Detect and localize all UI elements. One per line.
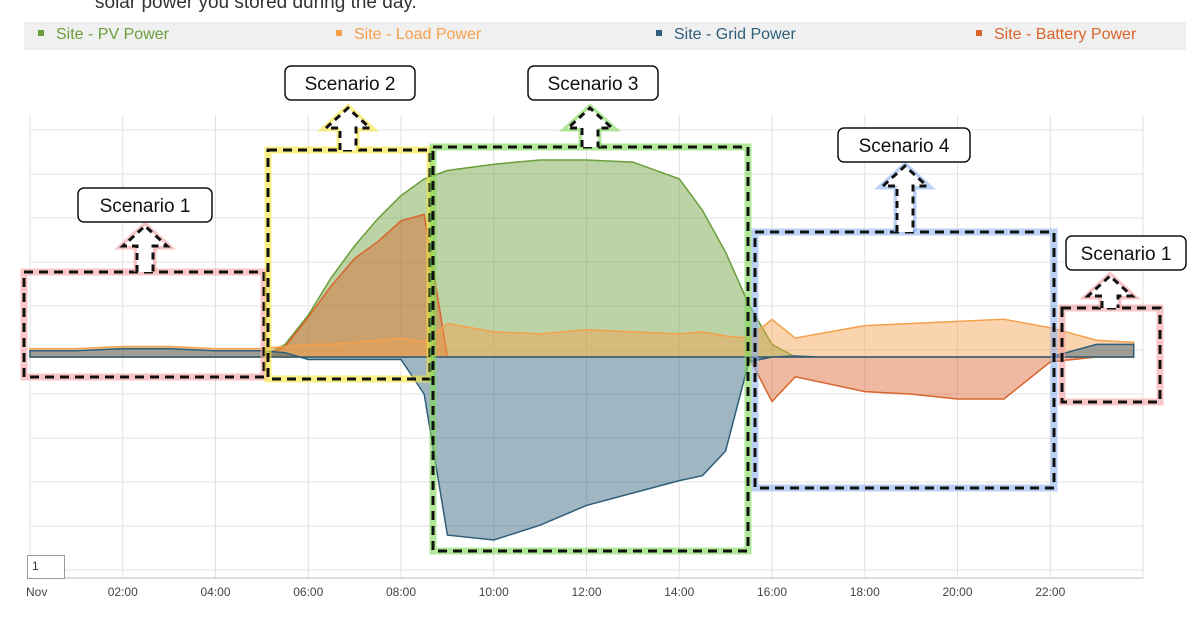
legend-label-pv: Site - PV Power <box>56 26 169 43</box>
caption-text: solar power you stored during the day. <box>95 0 417 13</box>
scenario-box <box>753 230 1056 490</box>
scenario-label: Scenario 1 <box>1081 244 1172 265</box>
x-tick-label: 04:00 <box>200 585 230 599</box>
legend-label-load: Site - Load Power <box>354 26 482 43</box>
page-number-box[interactable]: 1 <box>27 555 65 579</box>
scenario-arrow-icon <box>322 105 374 150</box>
grid-swatch-icon <box>656 29 662 36</box>
x-tick-label: 06:00 <box>293 585 323 599</box>
x-axis-ticks: Nov 02:00 04:00 06:00 08:00 10:00 12:00 14:00 1… <box>26 585 1066 599</box>
x-tick-label: 08:00 <box>386 585 416 599</box>
series-area-site-grid-power <box>29 343 1135 541</box>
scenario-label: Scenario 2 <box>305 74 396 95</box>
legend-item-pv[interactable]: Site - PV Power <box>38 26 169 44</box>
scenario-label: Scenario 3 <box>548 74 639 95</box>
pv-swatch-icon <box>38 29 44 36</box>
x-tick-label: 10:00 <box>479 585 509 599</box>
scenario-arrow-icon <box>1084 273 1136 308</box>
legend-item-grid[interactable]: Site - Grid Power <box>656 26 796 44</box>
x-tick-label: 14:00 <box>664 585 694 599</box>
load-swatch-icon <box>336 29 342 36</box>
scenario-box <box>22 270 266 379</box>
scenario-label-box <box>1065 235 1187 271</box>
legend: Site - PV Power Site - Load Power Site -… <box>24 22 1186 50</box>
x-tick-label: 12:00 <box>571 585 601 599</box>
x-tick-label: 20:00 <box>942 585 972 599</box>
scenario-label-box <box>527 65 659 101</box>
scenario-label: Scenario 4 <box>859 136 950 157</box>
x-tick-label: 18:00 <box>850 585 880 599</box>
scenario-arrow-icon <box>879 163 931 232</box>
x-tick-label: 22:00 <box>1035 585 1065 599</box>
battery-swatch-icon <box>976 29 982 36</box>
scenario-label-box <box>77 187 213 223</box>
series-areas <box>29 159 1135 541</box>
legend-item-battery[interactable]: Site - Battery Power <box>976 26 1136 44</box>
scenario-overlays: Scenario 1 Scenario 2 Scenario 3 Scenario 4… <box>20 65 1187 555</box>
x-axis-start-label: Nov <box>26 585 47 599</box>
legend-item-load[interactable]: Site - Load Power <box>336 26 481 44</box>
x-tick-label: 02:00 <box>108 585 138 599</box>
scenario-arrow-icon <box>564 105 616 147</box>
x-tick-label: 16:00 <box>757 585 787 599</box>
scenario-label-box <box>837 127 971 163</box>
scenario-box-glow <box>20 268 268 381</box>
scenario-label: Scenario 1 <box>100 196 191 217</box>
legend-label-battery: Site - Battery Power <box>994 26 1137 43</box>
scenario-label-box <box>284 65 416 101</box>
legend-label-grid: Site - Grid Power <box>674 26 796 43</box>
scenario-arrow-icon <box>119 223 171 272</box>
series-area-site-load-power <box>29 318 1135 358</box>
